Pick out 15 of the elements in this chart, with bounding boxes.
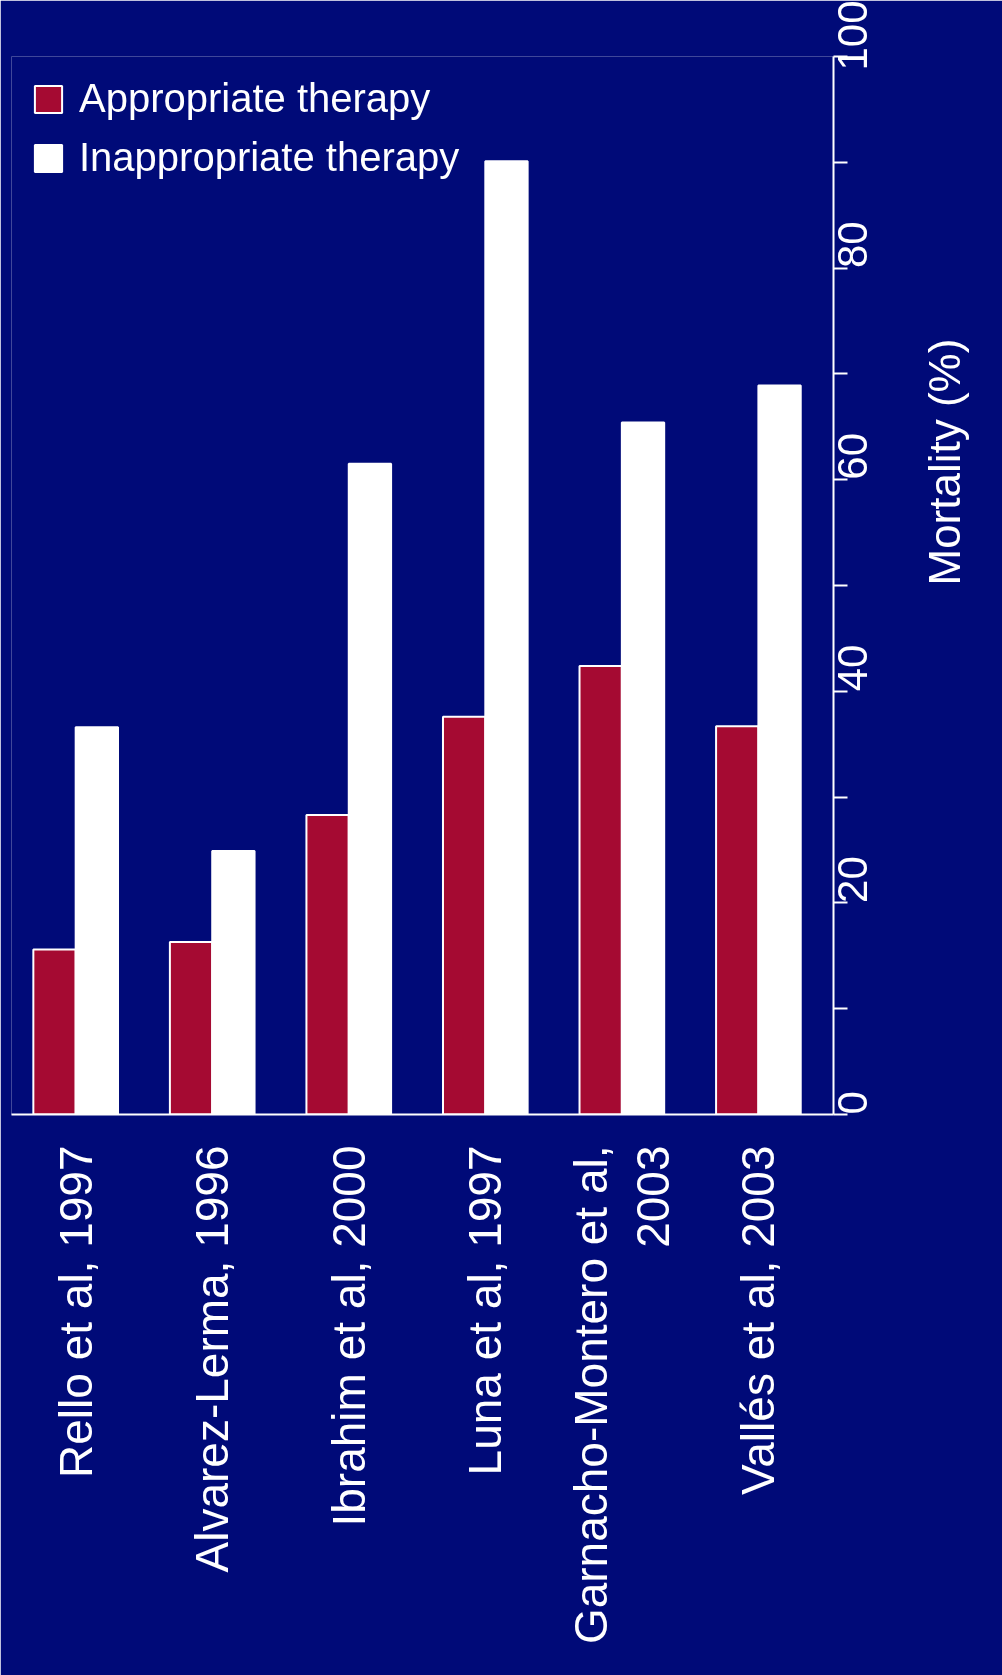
y-tick-label: 100 <box>829 0 876 71</box>
x-tick-label: Vallés et al, 2003 <box>732 1145 785 1495</box>
y-tick-label: 60 <box>829 432 876 480</box>
x-tick-label: Alvarez-Lerma, 1996 <box>186 1145 239 1573</box>
y-tick-label: 0 <box>829 1091 876 1115</box>
legend-label: Inappropriate therapy <box>79 135 460 180</box>
x-tick-label: Luna et al, 1997 <box>459 1145 512 1476</box>
y-tick-label: 20 <box>829 856 876 903</box>
y-axis-title: Mortality (%) <box>920 338 969 586</box>
legend-label: Appropriate therapy <box>79 76 431 121</box>
y-tick-label: 40 <box>829 644 876 692</box>
x-tick-label: Rello et al, 1997 <box>49 1145 102 1478</box>
x-tick-label: Garnacho-Montero et al, 2003 <box>564 1145 680 1645</box>
x-tick-label: Ibrahim et al, 2000 <box>322 1145 375 1527</box>
y-tick-label: 80 <box>829 221 876 269</box>
